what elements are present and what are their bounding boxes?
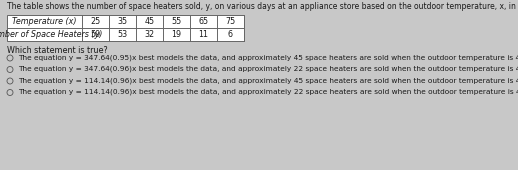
Text: 53: 53: [118, 30, 127, 39]
Text: The equation y = 347.64(0.95)x best models the data, and approximately 45 space : The equation y = 347.64(0.95)x best mode…: [18, 54, 518, 62]
Text: 45: 45: [145, 17, 154, 26]
Text: 19: 19: [171, 30, 182, 39]
Text: 75: 75: [225, 17, 236, 26]
Text: The equation y = 114.14(0.96)x best models the data, and approximately 45 space : The equation y = 114.14(0.96)x best mode…: [18, 77, 518, 85]
Text: The equation y = 347.64(0.96)x best models the data, and approximately 22 space : The equation y = 347.64(0.96)x best mode…: [18, 66, 518, 73]
Bar: [7, 15, 244, 41]
Text: Temperature (x): Temperature (x): [12, 17, 77, 26]
Text: Number of Space Heaters (y): Number of Space Heaters (y): [0, 30, 103, 39]
Text: 59: 59: [90, 30, 100, 39]
Text: 25: 25: [90, 17, 100, 26]
Text: Which statement is true?: Which statement is true?: [7, 46, 108, 55]
Text: 55: 55: [171, 17, 182, 26]
Text: 6: 6: [228, 30, 233, 39]
Text: 11: 11: [198, 30, 209, 39]
Text: 35: 35: [118, 17, 127, 26]
Text: 32: 32: [145, 30, 154, 39]
Text: The table shows the number of space heaters sold, y, on various days at an appli: The table shows the number of space heat…: [7, 2, 518, 11]
Text: 65: 65: [198, 17, 209, 26]
Text: The equation y = 114.14(0.96)x best models the data, and approximately 22 space : The equation y = 114.14(0.96)x best mode…: [18, 89, 518, 96]
